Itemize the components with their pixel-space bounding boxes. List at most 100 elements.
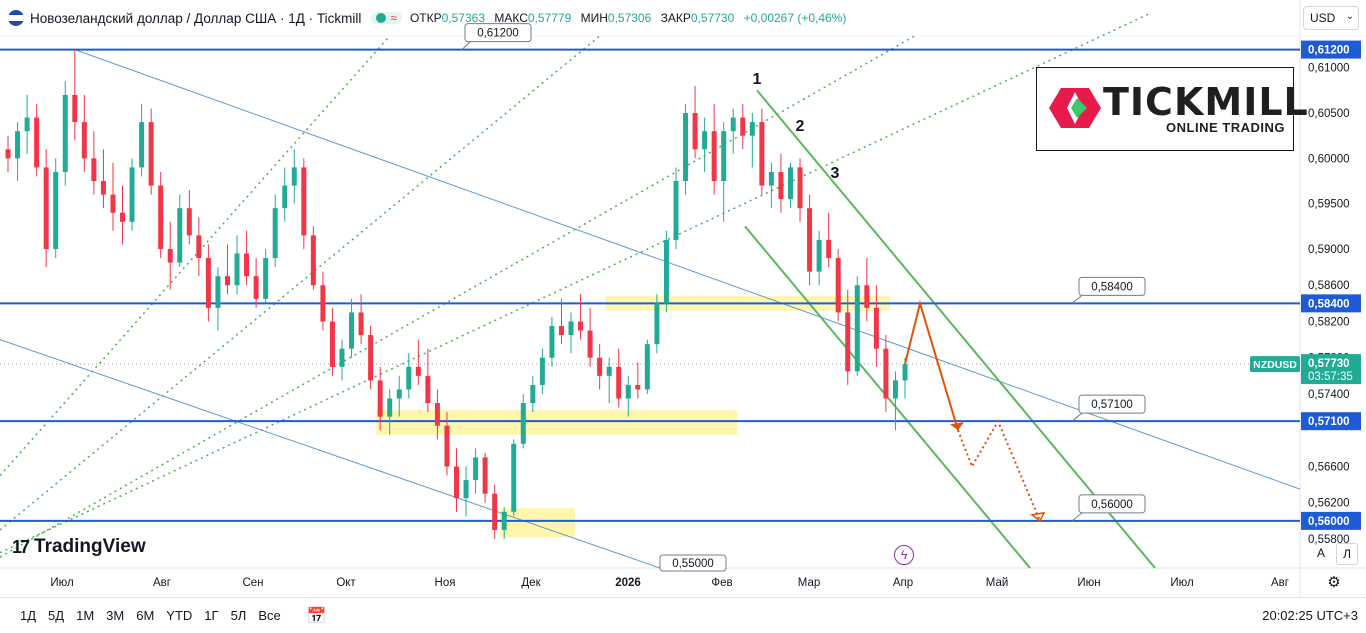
price-tick-label: 0,57400 — [1308, 389, 1350, 401]
callout-label: 0,57100 — [1091, 399, 1133, 411]
candle-body — [463, 480, 469, 499]
lightning-icon[interactable]: ϟ — [894, 545, 914, 565]
candle-body — [768, 171, 774, 186]
timeframe-button[interactable]: 5Л — [230, 608, 247, 623]
candle-body — [396, 389, 402, 399]
candle-body — [864, 285, 870, 308]
candle-body — [807, 208, 813, 272]
time-tick-label: Сен — [242, 577, 263, 589]
time-tick-label: Авг — [153, 577, 171, 589]
ohlc-values: ОТКР0,57363 МАКС0,57779 МИН0,57306 ЗАКР0… — [410, 11, 852, 25]
timeframe-button[interactable]: Все — [258, 608, 281, 623]
symbol-header: Новозеландский доллар / Доллар США · 1Д … — [0, 0, 1300, 36]
candle-body — [606, 366, 612, 376]
high-value: 0,57779 — [527, 11, 572, 25]
candle-body — [902, 364, 908, 381]
candle-body — [215, 276, 221, 308]
candle-body — [15, 131, 21, 159]
price-tick-label: 0,56600 — [1308, 461, 1350, 473]
wave-icon: ≈ — [390, 11, 397, 25]
callout-label: 0,55000 — [672, 558, 714, 570]
price-tick-label: 0,60500 — [1308, 108, 1350, 120]
callout-box — [1078, 394, 1146, 414]
price-tick-label: 0,58200 — [1308, 316, 1350, 328]
timeframe-button[interactable]: YTD — [166, 608, 193, 623]
candle-body — [721, 131, 727, 182]
candle-body — [826, 239, 832, 259]
candle-body — [196, 235, 202, 259]
chevron-down-icon: ⌄ — [1345, 11, 1354, 22]
time-tick-label: 2026 — [615, 577, 641, 589]
candle-body — [272, 208, 278, 259]
wave-label: 3 — [831, 165, 840, 182]
candle-body — [511, 443, 517, 512]
market-status-badge[interactable]: ≈ — [371, 12, 402, 24]
candle-body — [148, 122, 154, 186]
candle-body — [72, 94, 78, 123]
fan-line — [0, 35, 391, 477]
currency-select-value: USD — [1310, 11, 1336, 25]
price-tick-label: 0,55800 — [1308, 534, 1350, 546]
candle-body — [520, 403, 526, 444]
auto-scale-button[interactable]: A — [1316, 546, 1325, 560]
candle-body — [244, 253, 250, 277]
candle-body — [387, 398, 393, 417]
candle-body — [873, 307, 879, 349]
price-tick-label: 0,58600 — [1308, 280, 1350, 292]
currency-select[interactable]: USD ⌄ — [1303, 6, 1359, 30]
candle-body — [34, 117, 40, 168]
candle-body — [81, 122, 87, 159]
candle-body — [549, 326, 555, 358]
tradingview-logo[interactable]: 17 TradingView — [12, 536, 146, 558]
candle-body — [43, 167, 49, 249]
wave-label: 2 — [796, 118, 805, 135]
candle-body — [654, 303, 660, 345]
low-value: 0,57306 — [607, 11, 652, 25]
candle-body — [301, 167, 307, 236]
symbol-title[interactable]: Новозеландский доллар / Доллар США · 1Д … — [30, 10, 362, 26]
close-label: ЗАКР — [660, 11, 691, 25]
candle-body — [778, 171, 784, 200]
candle-body — [892, 380, 898, 399]
log-scale-button[interactable]: Л — [1336, 543, 1358, 565]
open-value: 0,57363 — [441, 11, 485, 25]
calendar-icon[interactable]: 📅 — [306, 607, 327, 625]
timeframe-button[interactable]: 1М — [76, 608, 95, 623]
brand-name: TICKMILL — [1103, 80, 1309, 124]
settings-gear-icon[interactable]: ⚙ — [1327, 574, 1341, 591]
time-tick-label: Окт — [336, 577, 356, 589]
candle-body — [186, 208, 192, 236]
timeframe-button[interactable]: 6М — [136, 608, 155, 623]
candle-body — [425, 375, 431, 404]
candle-body — [377, 380, 383, 417]
timeframe-button[interactable]: 5Д — [48, 608, 65, 623]
candle-body — [816, 239, 822, 272]
candle-body — [854, 285, 860, 372]
candle-body — [263, 258, 269, 299]
candle-body — [53, 171, 59, 249]
currency-flag-icon — [8, 10, 24, 26]
price-tick-label: 0,56200 — [1308, 498, 1350, 510]
bottom-toolbar: 1Д 5Д 1М 3М 6М YTD 1Г 5Л Все 📅 20:02:25 UTC+3 — [0, 597, 1366, 633]
price-tick-label: 0,59000 — [1308, 244, 1350, 256]
fan-line — [0, 35, 601, 531]
candle-body — [368, 335, 374, 381]
timeframe-button[interactable]: 1Д — [20, 608, 37, 623]
channel-line — [74, 49, 1301, 490]
axis-level-tag — [1301, 40, 1361, 59]
price-tick-label: 0,61000 — [1308, 63, 1350, 75]
symbol-tag-label: NZDUSD — [1253, 359, 1297, 371]
timeframe-button[interactable]: 1Г — [204, 608, 219, 623]
candle-body — [663, 239, 669, 304]
timeframe-button[interactable]: 3М — [106, 608, 125, 623]
last-price-label: 0,57730 — [1308, 358, 1350, 370]
fan-line — [0, 12, 1151, 554]
candle-body — [845, 312, 851, 372]
callout-label: 0,61200 — [477, 28, 519, 40]
brand-tagline: ONLINE TRADING — [1166, 120, 1285, 135]
candle-body — [730, 117, 736, 132]
candle-body — [597, 357, 603, 376]
open-label: ОТКР — [409, 11, 442, 25]
candle-body — [749, 122, 755, 136]
